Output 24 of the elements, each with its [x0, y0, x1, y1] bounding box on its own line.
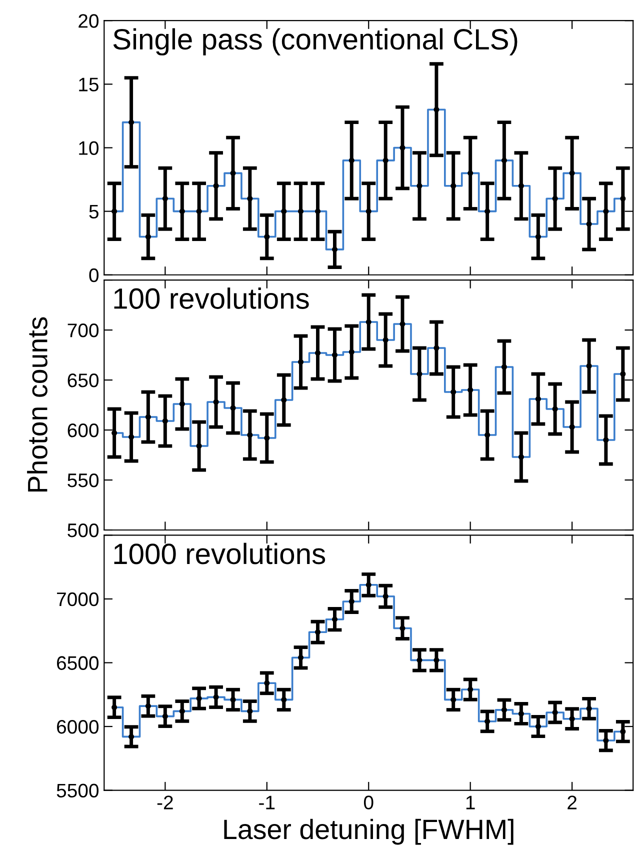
x-axis-title: Laser detuning [FWHM]	[224, 818, 514, 845]
y-tick-label: 6500	[57, 656, 99, 670]
y-tick-label: 700	[68, 323, 99, 338]
y-tick-label: 550	[68, 473, 99, 488]
x-tick-label: 0	[364, 796, 374, 810]
x-tick-label: 2	[568, 796, 576, 810]
y-tick-label: 10	[79, 141, 99, 155]
x-tick-label: -1	[259, 796, 275, 810]
annotation: 100 revolutions	[114, 288, 309, 309]
y-axis-title: Photon counts	[27, 317, 48, 492]
y-tick-label: 20	[78, 14, 99, 28]
y-tick-label: 500	[68, 523, 99, 538]
y-tick-label: 5500	[56, 784, 99, 798]
x-tick-label: 1	[466, 796, 475, 810]
x-tick-label: -2	[157, 796, 173, 810]
y-tick-label: 600	[68, 423, 99, 438]
y-tick-label: 650	[68, 373, 99, 388]
y-tick-label: 6000	[57, 720, 99, 734]
annotation: 1000 revolutions	[114, 542, 326, 564]
y-tick-label: 5	[89, 204, 98, 219]
y-tick-label: 0	[89, 268, 99, 282]
y-tick-label: 15	[79, 78, 98, 92]
annotation: Single pass (conventional CLS)	[113, 28, 518, 56]
y-tick-label: 7000	[57, 592, 99, 606]
